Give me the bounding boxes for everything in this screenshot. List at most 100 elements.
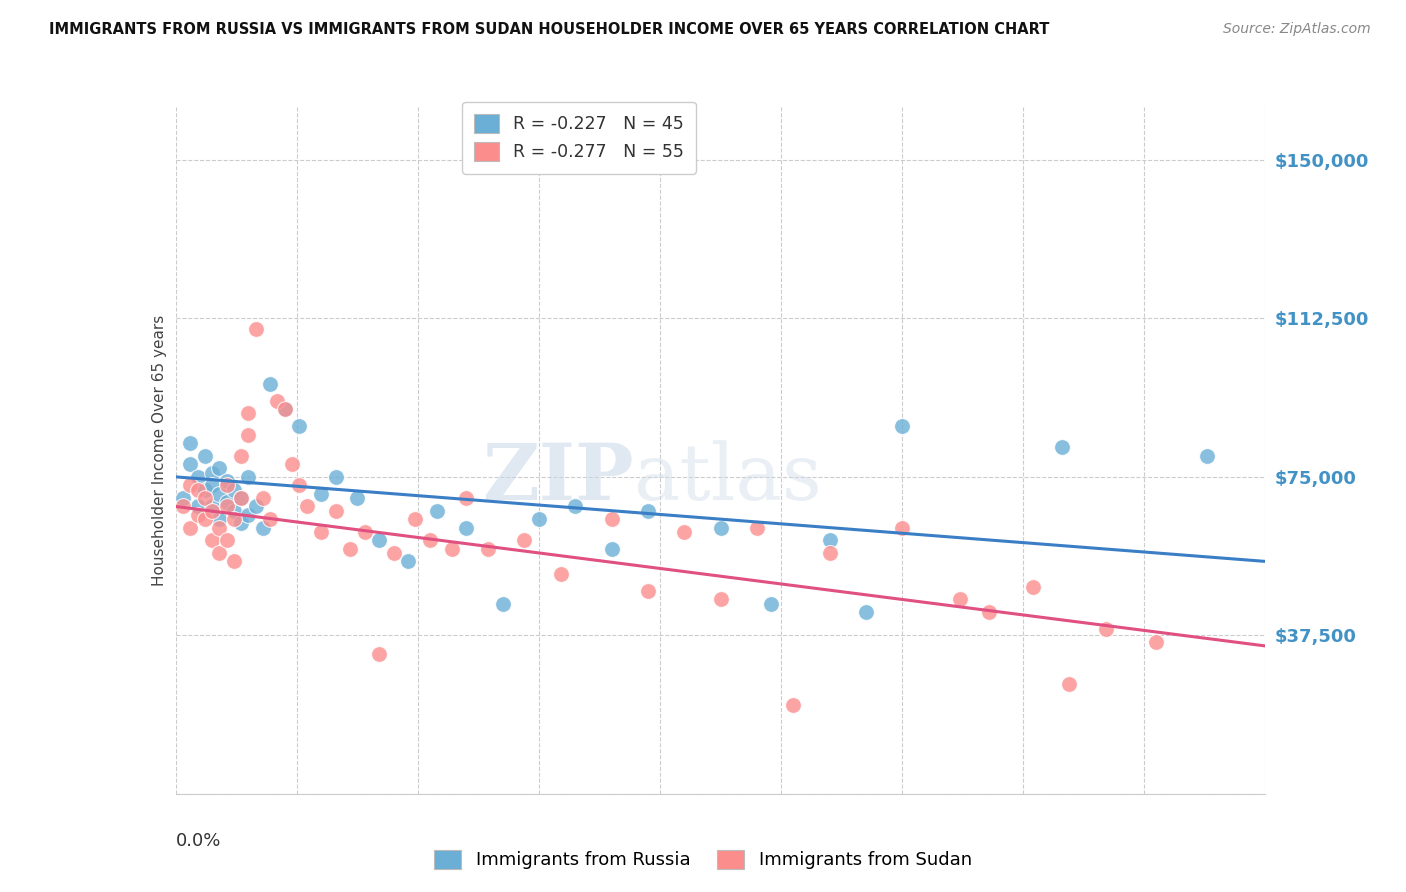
Point	[295, 500, 318, 514]
Point	[600, 541, 623, 556]
Point	[637, 504, 659, 518]
Text: ZIP: ZIP	[482, 440, 633, 516]
Point	[222, 483, 245, 497]
Point	[201, 500, 224, 514]
Point	[238, 407, 260, 421]
Point	[215, 495, 238, 509]
Point	[891, 520, 914, 534]
Point	[215, 474, 238, 488]
Point	[259, 376, 281, 391]
Point	[419, 533, 441, 548]
Point	[222, 554, 245, 568]
Point	[208, 512, 231, 526]
Point	[231, 491, 253, 505]
Point	[238, 470, 260, 484]
Point	[194, 449, 217, 463]
Text: atlas: atlas	[633, 440, 823, 516]
Point	[949, 592, 972, 607]
Point	[1022, 580, 1045, 594]
Point	[309, 487, 332, 501]
Point	[513, 533, 536, 548]
Point	[201, 533, 224, 548]
Point	[186, 508, 209, 522]
Point	[527, 512, 550, 526]
Point	[222, 504, 245, 518]
Point	[818, 533, 841, 548]
Point	[761, 597, 783, 611]
Point	[172, 500, 194, 514]
Point	[782, 698, 804, 712]
Point	[215, 500, 238, 514]
Point	[710, 592, 733, 607]
Point	[745, 520, 768, 534]
Point	[1057, 677, 1080, 691]
Point	[456, 491, 478, 505]
Point	[564, 500, 586, 514]
Point	[194, 491, 217, 505]
Point	[368, 533, 391, 548]
Point	[855, 605, 877, 619]
Point	[186, 470, 209, 484]
Point	[637, 584, 659, 599]
Point	[274, 402, 297, 417]
Point	[208, 546, 231, 560]
Point	[492, 597, 515, 611]
Point	[194, 512, 217, 526]
Point	[1146, 634, 1168, 648]
Text: Source: ZipAtlas.com: Source: ZipAtlas.com	[1223, 22, 1371, 37]
Point	[1197, 449, 1219, 463]
Point	[477, 541, 499, 556]
Y-axis label: Householder Income Over 65 years: Householder Income Over 65 years	[152, 315, 167, 586]
Point	[339, 541, 361, 556]
Point	[231, 491, 253, 505]
Point	[281, 457, 304, 471]
Text: 0.0%: 0.0%	[176, 831, 221, 850]
Point	[1094, 622, 1116, 636]
Point	[238, 508, 260, 522]
Point	[979, 605, 1001, 619]
Point	[368, 648, 391, 662]
Point	[1050, 440, 1073, 454]
Point	[600, 512, 623, 526]
Point	[673, 524, 696, 539]
Point	[353, 524, 375, 539]
Point	[346, 491, 368, 505]
Point	[891, 419, 914, 434]
Point	[208, 520, 231, 534]
Point	[426, 504, 449, 518]
Point	[172, 491, 194, 505]
Point	[382, 546, 405, 560]
Point	[194, 483, 217, 497]
Point	[208, 461, 231, 475]
Point	[231, 449, 253, 463]
Point	[179, 436, 201, 450]
Point	[245, 500, 267, 514]
Point	[550, 567, 572, 582]
Point	[231, 516, 253, 531]
Legend: Immigrants from Russia, Immigrants from Sudan: Immigrants from Russia, Immigrants from …	[425, 840, 981, 879]
Point	[396, 554, 419, 568]
Point	[252, 491, 274, 505]
Text: IMMIGRANTS FROM RUSSIA VS IMMIGRANTS FROM SUDAN HOUSEHOLDER INCOME OVER 65 YEARS: IMMIGRANTS FROM RUSSIA VS IMMIGRANTS FRO…	[49, 22, 1050, 37]
Point	[274, 402, 297, 417]
Point	[179, 457, 201, 471]
Point	[222, 512, 245, 526]
Point	[186, 483, 209, 497]
Point	[288, 419, 311, 434]
Point	[288, 478, 311, 492]
Point	[710, 520, 733, 534]
Point	[186, 500, 209, 514]
Point	[201, 504, 224, 518]
Point	[309, 524, 332, 539]
Point	[440, 541, 463, 556]
Point	[325, 470, 347, 484]
Point	[245, 322, 267, 336]
Point	[259, 512, 281, 526]
Point	[201, 466, 224, 480]
Point	[456, 520, 478, 534]
Legend: R = -0.227   N = 45, R = -0.277   N = 55: R = -0.227 N = 45, R = -0.277 N = 55	[463, 102, 696, 174]
Point	[325, 504, 347, 518]
Point	[179, 520, 201, 534]
Point	[252, 520, 274, 534]
Point	[179, 478, 201, 492]
